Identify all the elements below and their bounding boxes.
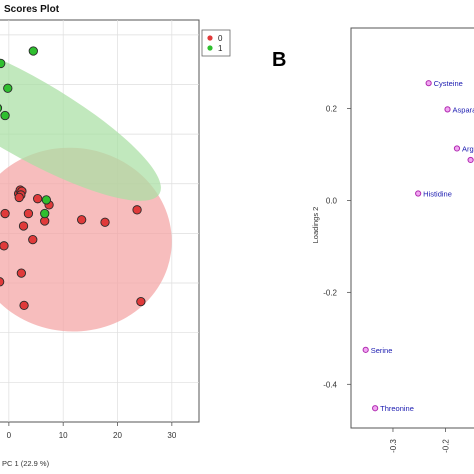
loading-point[interactable] xyxy=(467,156,474,164)
score-point-group-0[interactable] xyxy=(0,277,5,287)
loadings-y-tick-label: -0.4 xyxy=(323,380,337,389)
loadings-plot-panel: B -0.4 -0.2 0.0 0.2 -0.3 -0.2 Cysteine Aspar a… xyxy=(272,27,474,453)
scores-x-tick-label: 30 xyxy=(167,431,176,440)
score-point-group-0[interactable] xyxy=(16,268,27,278)
scores-points xyxy=(0,46,146,311)
loading-point[interactable] xyxy=(372,405,379,412)
loadings-plot-area xyxy=(350,27,474,429)
score-point-group-0[interactable] xyxy=(28,234,38,245)
score-point-group-0[interactable] xyxy=(0,241,9,251)
score-point-group-1[interactable] xyxy=(0,58,6,69)
loadings-x-tick-label: -0.2 xyxy=(441,439,450,453)
legend-label-group-1: 1 xyxy=(218,44,223,53)
score-point-group-1[interactable] xyxy=(41,195,51,205)
loading-point-label: Arginine xyxy=(462,144,474,153)
loadings-y-ticks: -0.4 -0.2 0.0 0.2 xyxy=(323,104,351,389)
score-point-group-0[interactable] xyxy=(19,300,29,311)
loading-point-label: Serine xyxy=(371,346,393,355)
scores-plot-title: Scores Plot xyxy=(4,4,60,15)
legend-marker-group-1 xyxy=(207,45,213,51)
score-point-group-0[interactable] xyxy=(23,208,34,219)
score-point-group-0[interactable] xyxy=(132,205,142,215)
panel-letter-b: B xyxy=(272,49,286,71)
loadings-points: CysteineAsparagineArginineProlineHistidi… xyxy=(362,79,474,413)
legend-marker-group-0 xyxy=(207,35,213,41)
scores-x-axis-label: PC 1 (22.9 %) xyxy=(2,459,50,468)
scores-x-tick-label: 10 xyxy=(59,431,68,440)
loading-point[interactable] xyxy=(415,190,422,197)
scores-plot-panel: Scores Plot 0 10 20 30 PC 1 (22.9 %) 0 1 xyxy=(0,4,231,468)
scores-x-ticks: 0 10 20 30 xyxy=(7,422,177,440)
score-point-group-0[interactable] xyxy=(18,221,29,231)
confidence-ellipse-group-1 xyxy=(0,32,161,201)
legend-box xyxy=(201,29,231,57)
score-point-group-1[interactable] xyxy=(3,83,13,93)
score-point-group-0[interactable] xyxy=(14,192,24,203)
loading-point[interactable] xyxy=(444,106,451,113)
loading-point[interactable] xyxy=(453,145,461,152)
loadings-y-tick-label: -0.2 xyxy=(323,288,337,297)
score-point-group-0[interactable] xyxy=(33,194,43,204)
loading-point[interactable] xyxy=(362,346,369,353)
score-point-group-0[interactable] xyxy=(136,296,146,307)
score-point-group-1[interactable] xyxy=(0,110,10,121)
loading-point[interactable] xyxy=(425,80,432,87)
scores-x-tick-label: 0 xyxy=(7,431,12,440)
scores-x-tick-label: 20 xyxy=(113,431,122,440)
scores-legend[interactable]: 0 1 xyxy=(201,29,231,57)
loadings-y-axis-label: Loadings 2 xyxy=(311,207,320,244)
score-point-group-0[interactable] xyxy=(0,208,10,219)
loading-point-label: Cysteine xyxy=(434,79,463,88)
score-point-group-0[interactable] xyxy=(100,217,110,227)
legend-label-group-0: 0 xyxy=(218,34,223,43)
loadings-y-tick-label: 0.0 xyxy=(326,196,338,205)
score-point-group-1[interactable] xyxy=(28,46,38,56)
loadings-x-ticks: -0.3 -0.2 xyxy=(389,428,450,453)
score-point-group-0[interactable] xyxy=(77,215,87,225)
score-point-group-1[interactable] xyxy=(0,104,3,112)
loading-point-label: Histidine xyxy=(423,190,452,199)
loading-point-label: Asparagine xyxy=(453,105,474,114)
score-point-group-1[interactable] xyxy=(40,208,50,219)
loadings-y-tick-label: 0.2 xyxy=(326,104,338,113)
loadings-x-tick-label: -0.3 xyxy=(389,439,398,453)
loading-point-label: Threonine xyxy=(380,404,414,413)
